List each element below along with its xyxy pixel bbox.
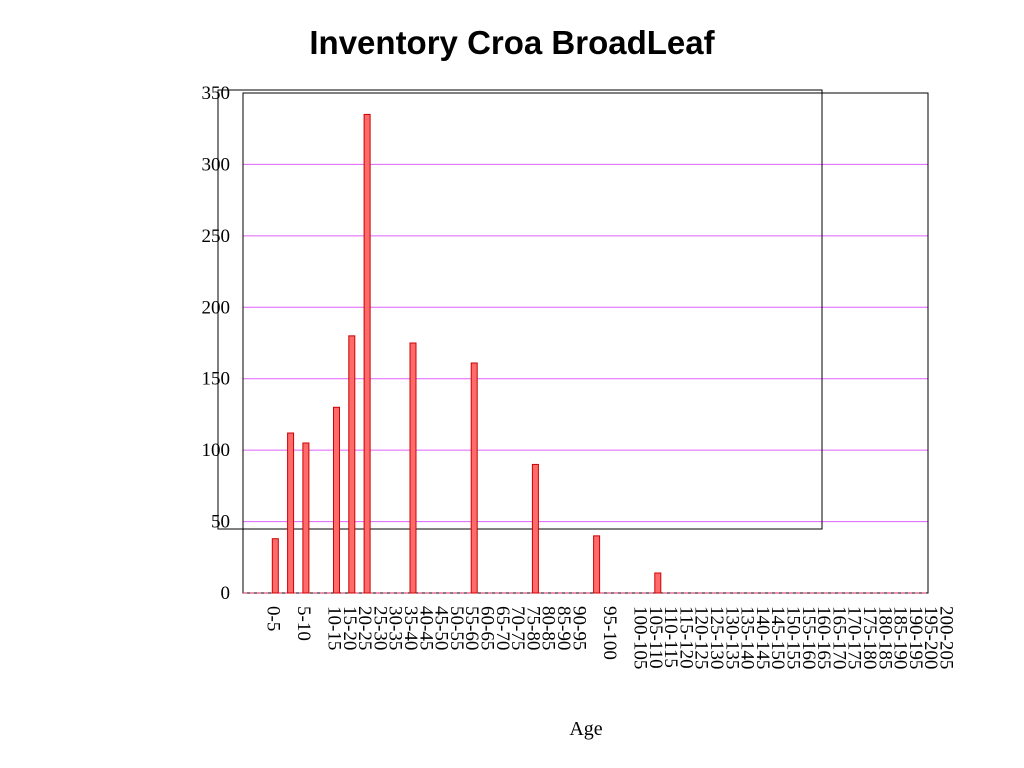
x-tick-label: 65-70 — [492, 606, 513, 650]
bar — [531, 463, 539, 594]
y-tick-label: 150 — [202, 369, 231, 390]
x-tick-label: 160-165 — [813, 606, 834, 669]
x-tick-label: 45-50 — [431, 606, 452, 650]
x-tick-label: 170-175 — [844, 606, 865, 669]
bar — [654, 572, 662, 594]
bar — [470, 362, 478, 594]
x-axis-ticks: 0-5 5-10 10-1515-2020-2525-3030-3535-4040-… — [262, 606, 956, 669]
x-tick-label: 175-180 — [859, 606, 880, 669]
chart-title: Inventory Croa BroadLeaf — [309, 24, 715, 61]
bar — [593, 535, 601, 594]
x-tick-label: 135-140 — [737, 606, 758, 669]
x-tick-label: 80-85 — [538, 606, 559, 650]
y-tick-label: 250 — [202, 226, 231, 247]
bar — [271, 538, 279, 594]
x-tick-label: 120-125 — [691, 606, 712, 669]
bar — [302, 442, 310, 594]
x-tick-label: 115-120 — [675, 606, 696, 669]
y-axis-ticks: 0 50 100 150 200 250 300 350 — [202, 83, 231, 604]
x-tick-label: 40-45 — [415, 606, 436, 650]
x-tick-label: 60-65 — [477, 606, 498, 650]
x-tick-label: 200-205 — [936, 606, 957, 669]
x-tick-label: 90-95 — [568, 606, 589, 650]
gridlines — [243, 92, 928, 523]
bar — [333, 406, 340, 594]
bar — [348, 335, 356, 594]
bars — [271, 113, 662, 594]
x-tick-label: 35-40 — [400, 606, 421, 650]
x-tick-label: 110-115 — [660, 606, 681, 668]
x-tick-label: 185-190 — [890, 606, 911, 669]
x-tick-label: 25-30 — [369, 606, 390, 650]
inner-frame — [217, 89, 823, 530]
x-tick-label: 100-105 — [630, 606, 651, 669]
x-tick-label: 50-55 — [446, 606, 467, 650]
x-tick-label: 15-20 — [339, 606, 360, 650]
x-tick-label: 165-170 — [828, 606, 849, 669]
y-tick-label: 100 — [202, 440, 231, 461]
x-tick-label: 20-25 — [354, 606, 375, 650]
y-tick-label: 50 — [211, 512, 230, 533]
x-tick-label: 150-155 — [783, 606, 804, 669]
y-tick-label: 0 — [221, 583, 231, 604]
x-tick-label: 5-10 — [293, 606, 314, 641]
x-tick-label: 10-15 — [324, 606, 345, 650]
x-tick-label: 195-200 — [920, 606, 941, 669]
bar — [363, 113, 371, 594]
x-tick-label: 145-150 — [767, 606, 788, 669]
x-tick-label: 30-35 — [385, 606, 406, 650]
plot-frame — [242, 92, 929, 594]
x-tick-label: 180-185 — [874, 606, 895, 669]
bar — [409, 342, 417, 594]
y-tick-label: 350 — [202, 83, 231, 104]
x-tick-label: 140-145 — [752, 606, 773, 669]
x-tick-label: 105-110 — [645, 606, 666, 669]
x-tick-label: 75-80 — [522, 606, 543, 650]
x-tick-label: 0-5 — [262, 606, 283, 631]
x-axis-label: Age — [569, 718, 602, 740]
x-tick-label: 190-195 — [905, 606, 926, 669]
x-tick-label: 55-60 — [461, 606, 482, 650]
bar — [287, 432, 295, 594]
y-tick-label: 200 — [202, 297, 231, 318]
x-tick-label: 95-100 — [599, 606, 620, 660]
x-tick-label: 85-90 — [553, 606, 574, 650]
x-tick-label: 70-75 — [507, 606, 528, 650]
x-tick-label: 125-130 — [706, 606, 727, 669]
y-tick-label: 300 — [202, 154, 231, 175]
x-tick-label: 130-135 — [721, 606, 742, 669]
x-tick-label: 155-160 — [798, 606, 819, 669]
